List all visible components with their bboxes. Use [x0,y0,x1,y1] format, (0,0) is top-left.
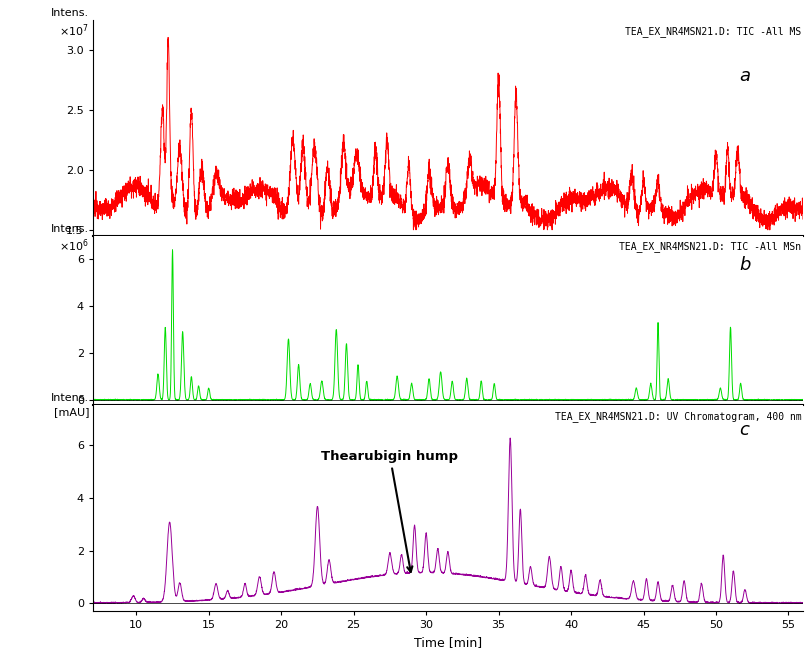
Text: Intens.: Intens. [51,393,90,403]
Text: TEA_EX_NR4MSN21.D: TIC -All MSn: TEA_EX_NR4MSN21.D: TIC -All MSn [620,241,801,252]
Text: [mAU]: [mAU] [54,407,90,417]
Text: a: a [739,67,750,85]
X-axis label: Time [min]: Time [min] [414,636,482,649]
Text: Thearubigin hump: Thearubigin hump [321,450,458,572]
Text: Intens.: Intens. [51,8,90,18]
Text: b: b [739,256,751,274]
Text: $\times$10$^6$: $\times$10$^6$ [59,237,90,254]
Text: Intens.: Intens. [51,224,90,234]
Text: c: c [739,421,749,440]
Text: TEA_EX_NR4MSN21.D: TIC -All MS: TEA_EX_NR4MSN21.D: TIC -All MS [625,26,801,37]
Text: $\times$10$^7$: $\times$10$^7$ [60,22,90,38]
Text: TEA_EX_NR4MSN21.D: UV Chromatogram, 400 nm: TEA_EX_NR4MSN21.D: UV Chromatogram, 400 … [554,411,801,422]
